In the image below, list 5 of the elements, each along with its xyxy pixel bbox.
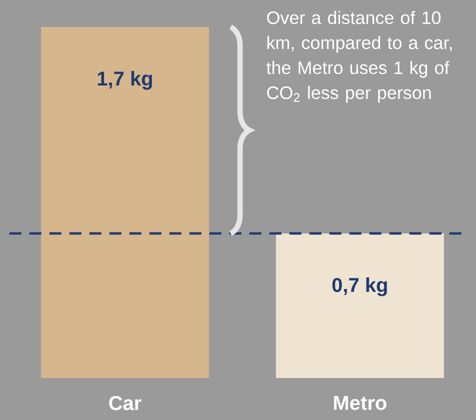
- x-tick-label: Car: [109, 396, 142, 410]
- data-label: 1,7 kg: [98, 70, 152, 90]
- x-tick-label: Metro: [334, 396, 386, 410]
- data-label: 0,7 kg: [332, 277, 387, 296]
- annotation: Over a distance of 10 km, compared to a car, the Metro uses 1 kg of CO$_{2}$ less per person: [266, 10, 452, 103]
